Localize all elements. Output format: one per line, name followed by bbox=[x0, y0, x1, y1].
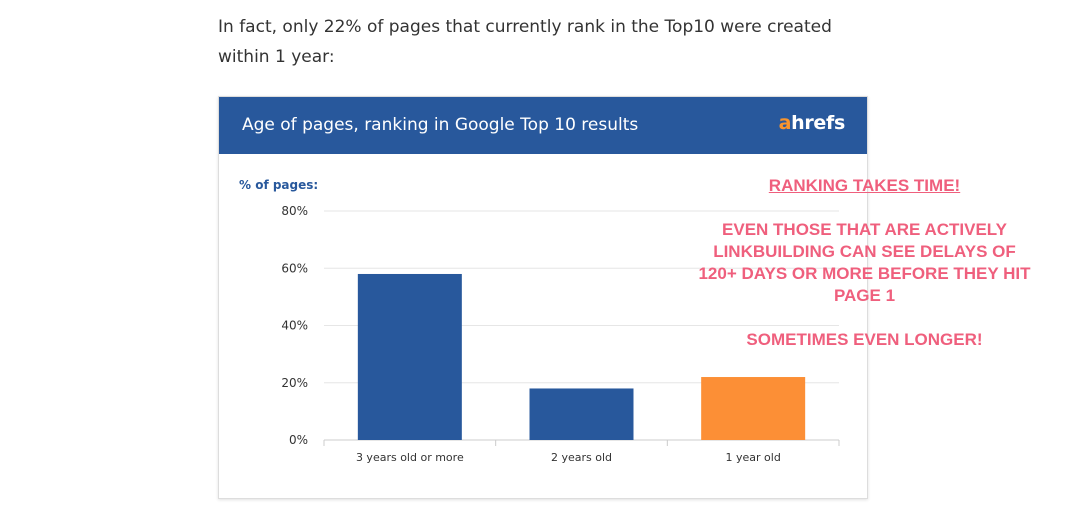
chart-title: Age of pages, ranking in Google Top 10 r… bbox=[242, 115, 639, 135]
x-tick-label: 2 years old bbox=[551, 451, 612, 464]
annotation-heading: RANKING TAKES TIME! bbox=[768, 176, 961, 195]
annotation-footer: SOMETIMES EVEN LONGER! bbox=[746, 330, 983, 349]
intro-paragraph: In fact, only 22% of pages that currentl… bbox=[218, 17, 832, 67]
annotation-note: RANKING TAKES TIME! EVEN THOSE THAT ARE … bbox=[693, 175, 1036, 351]
y-tick-label: 60% bbox=[281, 261, 308, 275]
y-tick-label: 40% bbox=[281, 319, 308, 333]
ahrefs-logo: ahrefs bbox=[778, 112, 846, 134]
bar bbox=[701, 377, 806, 440]
y-axis-label: % of pages: bbox=[239, 178, 318, 192]
x-tick-label: 1 year old bbox=[726, 451, 781, 464]
bar bbox=[357, 273, 462, 440]
chart-header: Age of pages, ranking in Google Top 10 r… bbox=[219, 97, 867, 154]
chart-card: Age of pages, ranking in Google Top 10 r… bbox=[218, 96, 868, 499]
x-tick-label: 3 years old or more bbox=[356, 451, 464, 464]
y-tick-label: 20% bbox=[281, 376, 308, 390]
bar bbox=[529, 388, 634, 440]
y-tick-label: 80% bbox=[281, 204, 308, 218]
y-tick-label: 0% bbox=[289, 433, 308, 447]
annotation-body: EVEN THOSE THAT ARE ACTIVELY LINKBUILDIN… bbox=[698, 220, 1031, 305]
bar-chart: % of pages: 0% 20% 40% 60% 80% 3 years old or … bbox=[239, 178, 840, 464]
